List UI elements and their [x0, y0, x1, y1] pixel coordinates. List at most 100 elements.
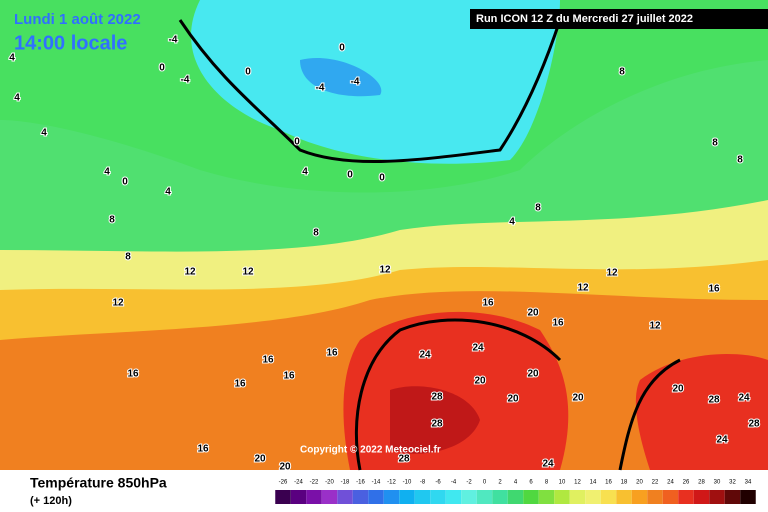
legend-swatch	[352, 490, 369, 504]
legend-tick-label: -26	[279, 480, 288, 486]
legend-swatch	[693, 490, 710, 504]
legend-swatch	[399, 490, 415, 504]
contour-label: 4	[41, 128, 47, 139]
legend-swatch	[616, 490, 632, 504]
legend-tick-label: 22	[652, 480, 659, 486]
legend-tick-label: -24	[294, 480, 303, 486]
legend-tick-label: 10	[559, 480, 566, 486]
legend-tick-label: 14	[590, 480, 597, 486]
legend-swatch	[290, 490, 307, 504]
contour-label: 16	[283, 371, 295, 382]
legend-tick-label: -14	[372, 480, 381, 486]
legend-swatch	[306, 490, 322, 504]
legend-swatch	[600, 490, 617, 504]
legend-swatch	[678, 490, 694, 504]
contour-label: 0	[347, 170, 353, 181]
contour-label: 8	[313, 228, 319, 239]
contour-label: -4	[316, 83, 325, 94]
contour-label: 8	[712, 138, 718, 149]
contour-label: -4	[351, 77, 360, 88]
legend-tick-label: -4	[451, 480, 457, 486]
contour-label: 0	[159, 63, 165, 74]
legend-tick-label: 34	[745, 480, 752, 486]
legend-tick-label: -18	[341, 480, 350, 486]
contour-label: 28	[748, 419, 760, 430]
legend-tick-label: 26	[683, 480, 690, 486]
contour-label: 0	[245, 67, 251, 78]
contour-label: 20	[507, 394, 519, 405]
time-text: 14:00 locale	[14, 32, 127, 54]
legend-tick-label: 24	[667, 480, 674, 486]
contour-label: 16	[708, 284, 720, 295]
contour-label: 0	[294, 137, 300, 148]
legend-tick-label: -2	[466, 480, 472, 486]
legend-tick-label: -8	[420, 480, 426, 486]
run-text: Run ICON 12 Z du Mercredi 27 juillet 202…	[476, 13, 693, 25]
legend-swatch	[445, 490, 462, 504]
contour-label: 16	[552, 318, 564, 329]
contour-label: 4	[104, 167, 110, 178]
contour-label: 16	[127, 369, 139, 380]
date-text: Lundi 1 août 2022	[14, 11, 141, 28]
legend-swatch	[507, 490, 524, 504]
contour-label: 16	[197, 444, 209, 455]
footer-lead: (+ 120h)	[30, 495, 72, 507]
legend-tick-label: 4	[514, 480, 518, 486]
legend-swatch	[321, 490, 338, 504]
legend-swatch	[414, 490, 431, 504]
legend-tick-label: 8	[545, 480, 549, 486]
contour-label: 28	[431, 392, 443, 403]
contour-label: 8	[619, 67, 625, 78]
legend-swatch	[523, 490, 539, 504]
isotherm-twenty	[354, 318, 681, 471]
contour-label: 16	[262, 355, 274, 366]
contour-label: 12	[606, 268, 618, 279]
legend-swatch	[554, 490, 570, 504]
legend-swatch	[662, 490, 679, 504]
legend-tick-label: -22	[310, 480, 319, 486]
contour-label: 20	[527, 369, 539, 380]
legend-tick-label: -12	[387, 480, 396, 486]
contour-label: 0	[379, 173, 385, 184]
legend-tick-label: 28	[698, 480, 705, 486]
contour-label: 12	[649, 321, 661, 332]
isotherm-zero	[178, 19, 562, 164]
legend-swatch	[709, 490, 725, 504]
contour-label: -4	[181, 75, 190, 86]
contour-label: 16	[326, 348, 338, 359]
very-cold-zone	[300, 58, 382, 97]
legend-tick-label: 18	[621, 480, 628, 486]
contour-label: 24	[419, 350, 431, 361]
contour-label: 8	[737, 155, 743, 166]
legend-swatch	[585, 490, 601, 504]
contour-label: 24	[472, 343, 484, 354]
contour-labels: -4 -4 0 0 0 -4 -4 0 0 0 0 4 4 4 4 4 4 4 8 8 8 8 8 8 8 12 12 12 12 12 1…	[8, 34, 761, 474]
contour-label: 28	[431, 419, 443, 430]
legend-tick-label: -20	[325, 480, 334, 486]
footer-title: Température 850hPa	[30, 475, 167, 491]
contour-label: 20	[254, 454, 266, 465]
contour-label: 20	[672, 384, 684, 395]
contour-label: -4	[169, 35, 178, 46]
legend-tick-label: 2	[498, 480, 502, 486]
legend-tick-label: -6	[435, 480, 441, 486]
legend-tick-label: 0	[483, 480, 487, 486]
legend-tick-label: 6	[529, 480, 533, 486]
contour-label: 12	[242, 267, 254, 278]
extreme-zone	[390, 386, 480, 454]
contour-label: 20	[527, 308, 539, 319]
legend-swatch	[461, 490, 477, 504]
color-legend: -26 -24 -22 -20 -18 -16 -14 -12 -10 -8 -6 -4 -2 0 2 4 6 8…	[275, 480, 756, 504]
legend-tick-label: 32	[729, 480, 736, 486]
legend-tick-label: -10	[403, 480, 412, 486]
contour-label: 20	[474, 376, 486, 387]
contour-label: 16	[234, 379, 246, 390]
legend-swatch	[724, 490, 741, 504]
contour-label: 4	[165, 187, 171, 198]
contour-label: 4	[9, 53, 15, 64]
contour-label: 12	[112, 298, 124, 309]
legend-swatch	[337, 490, 353, 504]
contour-label: 24	[738, 393, 750, 404]
contour-label: 4	[302, 167, 308, 178]
contour-label: 20	[572, 393, 584, 404]
